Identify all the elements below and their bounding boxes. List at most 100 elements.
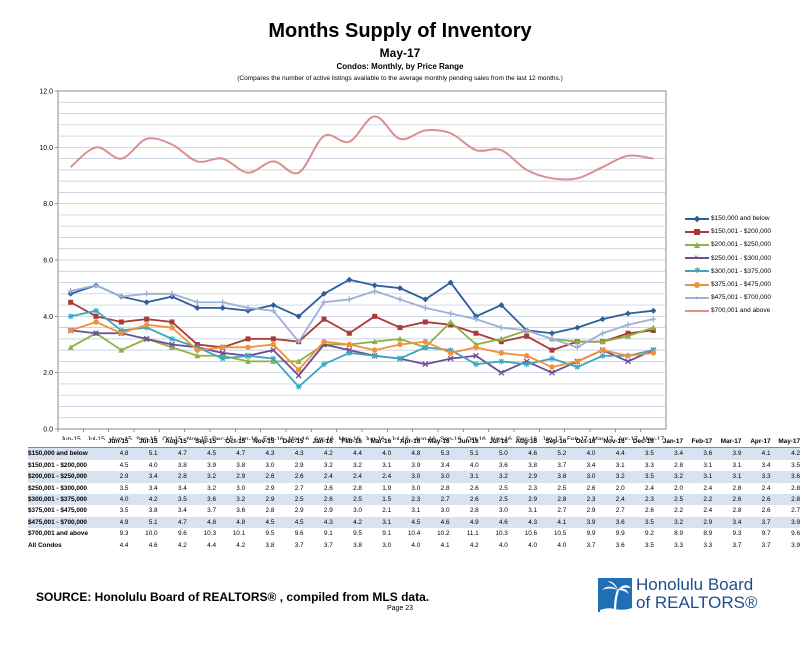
data-point-6 (219, 299, 226, 306)
data-point-5 (194, 347, 201, 353)
data-point-5 (625, 353, 631, 359)
table-cell: 3.1 (411, 507, 421, 515)
table-column-header: Nov-16 (595, 436, 625, 449)
table-cell: 3.2 (653, 471, 684, 483)
table-cell: 2.9 (216, 471, 246, 483)
table-cell: 2.3 (391, 494, 421, 506)
series-line-1 (70, 301, 654, 352)
data-point-1 (270, 336, 276, 342)
data-point-5 (118, 330, 125, 336)
legend-item: $150,000 and below (685, 212, 771, 225)
data-point-0 (447, 279, 454, 286)
table-cell: 9.5 (265, 530, 275, 538)
table-column-header: Aug-16 (507, 436, 538, 449)
table-cell: 2.8 (732, 507, 742, 515)
table-column-header: Oct-15 (216, 436, 246, 449)
data-point-2 (194, 352, 201, 359)
table-cell: 3.7 (294, 541, 304, 549)
table-column-header: Mar-16 (361, 436, 392, 449)
data-point-6 (473, 316, 479, 323)
table-corner (28, 436, 100, 449)
data-point-4 (473, 361, 479, 368)
data-point-3 (270, 347, 277, 354)
data-point-1 (473, 330, 479, 336)
table-cell: 3.5 (644, 541, 654, 549)
table-cell: 4.0 (99, 494, 129, 506)
table-cell: 4.3 (245, 447, 275, 460)
data-point-1 (68, 299, 74, 305)
table-column-header: Jul-16 (478, 436, 508, 449)
table-cell: 2.8 (791, 484, 800, 492)
table-row: All Condos 4.4 4.6 4.2 4.4 4.2 3.8 3.7 3.7 3.8 3.0… (28, 540, 800, 551)
data-point-1 (245, 336, 251, 342)
data-point-6 (143, 290, 150, 297)
data-point-4 (447, 347, 454, 354)
table-cell: 9.5 (353, 530, 362, 538)
table-cell: 2.6 (712, 494, 742, 506)
data-point-4 (599, 352, 606, 359)
data-point-5 (219, 344, 226, 351)
legend-item: $375,001 - $475,000 (685, 278, 771, 291)
table-cell: 9.9 (615, 530, 625, 538)
data-point-3 (169, 341, 175, 348)
table-cell: 4.8 (216, 516, 246, 529)
table-cell: 2.9 (294, 461, 304, 469)
data-point-5 (295, 367, 302, 373)
table-cell: 4.3 (507, 516, 538, 529)
data-point-0 (270, 302, 277, 309)
table-cell: 4.2 (128, 494, 158, 506)
table-cell: 2.9 (683, 516, 713, 529)
legend-swatch (685, 215, 709, 223)
data-point-0 (371, 282, 378, 289)
table-cell: 3.7 (761, 541, 771, 549)
table-cell: 4.7 (157, 516, 187, 529)
table-cell: 9.3 (732, 530, 742, 538)
table-cell: 3.3 (703, 541, 713, 549)
table-cell: 2.6 (469, 484, 479, 492)
table-cell: 2.4 (332, 471, 362, 483)
table-cell: 2.9 (323, 507, 333, 515)
table-cell: 3.2 (216, 494, 246, 506)
table-cell: 3.7 (557, 461, 567, 469)
table-cell: 4.5 (274, 516, 304, 529)
table-cell: 3.9 (770, 516, 800, 529)
table-cell: 3.0 (411, 484, 421, 492)
table-cell: 3.2 (595, 471, 625, 483)
table-cell: 5.2 (537, 447, 567, 460)
data-point-4 (118, 327, 125, 334)
data-point-5 (245, 344, 251, 351)
table-cell: 4.1 (440, 541, 450, 549)
data-point-1 (397, 325, 403, 331)
data-point-6 (321, 299, 327, 306)
table-column-header: Apr-16 (391, 436, 421, 449)
table-cell: 3.7 (207, 507, 217, 515)
legend-item: $700,001 and above (685, 304, 771, 317)
table-cell: 4.3 (274, 447, 304, 460)
table-cell: 4.0 (411, 541, 421, 549)
data-point-5 (422, 338, 429, 345)
data-point-5 (67, 327, 74, 334)
table-cell: 3.5 (791, 461, 800, 469)
table-cell: 3.8 (177, 461, 187, 469)
table-cell: 4.9 (449, 516, 479, 529)
table-cell: 3.8 (236, 461, 246, 469)
chart-subtitle: Condos: Monthly, by Price Range (336, 62, 464, 71)
table-cell: 3.6 (770, 471, 800, 483)
table-cell: 2.6 (274, 471, 304, 483)
table-row: $250,001 - $300,000 3.5 3.4 3.4 3.2 3.0 2.9 2.7… (28, 483, 800, 494)
table-column-header: Feb-17 (683, 436, 713, 449)
data-point-3 (422, 361, 429, 368)
table-cell: 3.1 (528, 507, 538, 515)
table-cell: 1.5 (361, 494, 392, 506)
table-cell: 2.3 (566, 494, 596, 506)
table-cell: 4.0 (498, 541, 508, 549)
table-cell: 3.8 (353, 541, 362, 549)
table-cell: 3.2 (323, 461, 333, 469)
table-column-header: Jan-17 (653, 436, 684, 449)
data-point-6 (625, 321, 631, 328)
data-point-0 (321, 290, 327, 297)
data-point-1 (93, 313, 99, 319)
table-cell: 2.5 (653, 494, 684, 506)
legend-swatch (685, 241, 709, 249)
table-cell: 3.9 (566, 516, 596, 529)
